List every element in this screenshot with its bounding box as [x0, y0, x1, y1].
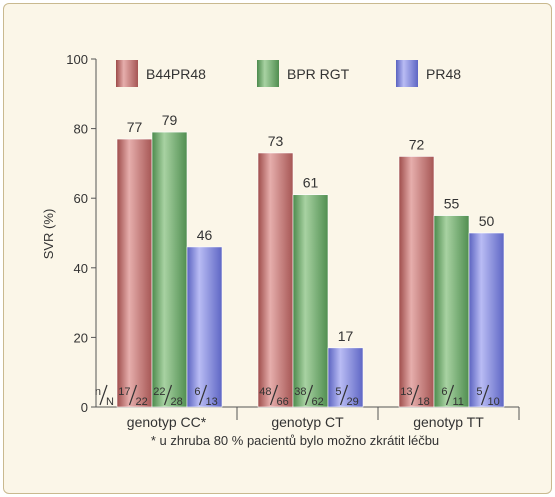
- y-tick-label: 80: [74, 122, 88, 137]
- category-label: genotyp CC*: [127, 414, 207, 430]
- svg-text:66: 66: [277, 396, 289, 408]
- chart-panel: 0 20 40 60 80 100 n N 77 17 22 79 22 28 46 6 13 genotyp …: [3, 3, 552, 494]
- bar-pr48-1: [186, 246, 223, 408]
- svg-text:6: 6: [194, 386, 200, 398]
- svg-text:11: 11: [453, 396, 464, 408]
- svg-text:5: 5: [335, 386, 341, 398]
- data-label: 46: [197, 227, 213, 243]
- svg-text:13: 13: [400, 386, 412, 398]
- category-label: genotyp TT: [413, 414, 484, 430]
- bar-fraction: 6 11: [441, 384, 464, 408]
- y-axis-label: SVR (%): [41, 209, 56, 260]
- y-tick-label: 100: [66, 52, 88, 67]
- svg-text:38: 38: [294, 386, 306, 398]
- data-label: 55: [444, 196, 460, 212]
- legend: B44PR48 BPR RGT PR48: [116, 60, 461, 87]
- data-label: 72: [409, 136, 425, 152]
- svg-text:18: 18: [418, 396, 430, 408]
- legend-label: PR48: [426, 66, 461, 82]
- svg-text:13: 13: [206, 396, 218, 408]
- data-label: 50: [479, 213, 495, 229]
- legend-swatch: [396, 60, 418, 87]
- svg-text:5: 5: [476, 386, 482, 398]
- fraction-key: nN: [95, 384, 114, 408]
- bar-fraction: 5 29: [335, 384, 359, 408]
- y-tick-label: 20: [74, 330, 88, 345]
- category-label: genotyp CT: [271, 414, 344, 430]
- bar-bpr-rgt-1: [151, 131, 188, 408]
- svg-text:62: 62: [312, 396, 324, 408]
- data-label: 79: [162, 112, 178, 128]
- svg-text:N: N: [106, 396, 114, 408]
- data-label: 17: [338, 328, 354, 344]
- bar-pr48-3: [468, 232, 505, 408]
- svg-text:22: 22: [153, 386, 165, 398]
- bar-fraction: 48 66: [259, 384, 289, 408]
- bar-pr48-2: [327, 347, 364, 408]
- legend-swatch: [116, 60, 138, 87]
- y-tick-label: 40: [74, 261, 88, 276]
- bar-bpr-rgt-2: [292, 194, 329, 408]
- legend-item: BPR RGT: [257, 60, 350, 87]
- legend-swatch: [257, 60, 279, 87]
- bar-fraction: 13 18: [400, 384, 430, 408]
- bar-fraction: 6 13: [194, 384, 218, 408]
- data-label: 77: [127, 119, 143, 135]
- legend-label: B44PR48: [146, 66, 206, 82]
- svg-text:17: 17: [118, 386, 130, 398]
- bar-b44pr48-2: [257, 152, 294, 408]
- svg-text:48: 48: [259, 386, 271, 398]
- legend-item: PR48: [396, 60, 461, 87]
- svg-text:28: 28: [171, 396, 183, 408]
- y-tick-label: 0: [81, 400, 88, 415]
- bar-fraction: 5 10: [476, 384, 500, 408]
- bar-fraction: 22 28: [153, 384, 183, 408]
- bar-bpr-rgt-3: [433, 215, 470, 408]
- svg-text:n: n: [95, 386, 101, 398]
- footnote: * u zhruba 80 % pacientů bylo možno zkrá…: [151, 433, 439, 448]
- bars: [116, 131, 505, 408]
- svg-text:6: 6: [441, 386, 447, 398]
- svg-text:10: 10: [488, 396, 500, 408]
- legend-label: BPR RGT: [287, 66, 350, 82]
- svg-text:22: 22: [136, 396, 148, 408]
- svg-text:29: 29: [347, 396, 359, 408]
- bar-b44pr48-3: [398, 156, 435, 408]
- bar-fraction: 38 62: [294, 384, 324, 408]
- legend-item: B44PR48: [116, 60, 206, 87]
- data-label: 73: [268, 133, 284, 149]
- bar-b44pr48-1: [116, 138, 153, 408]
- y-tick-label: 60: [74, 191, 88, 206]
- data-label: 61: [303, 175, 319, 191]
